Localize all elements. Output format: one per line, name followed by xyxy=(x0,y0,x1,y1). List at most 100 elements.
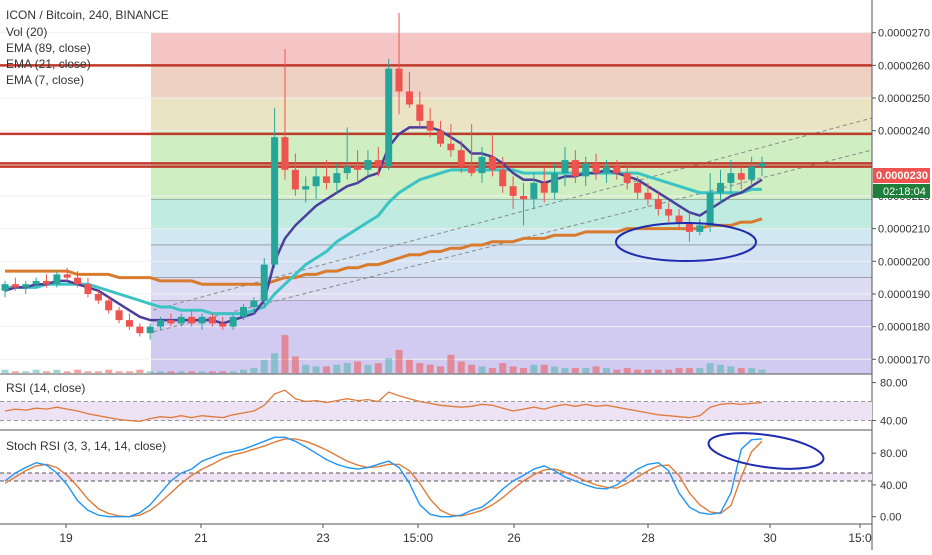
candle-body xyxy=(395,68,403,92)
candle-body xyxy=(551,173,559,193)
indicator-label-ema89: EMA (89, close) xyxy=(6,41,91,55)
horizontal-levels xyxy=(0,64,872,168)
volume-bar xyxy=(188,371,196,373)
volume-bar xyxy=(717,364,725,373)
legend: ICON / Bitcoin, 240, BINANCE Vol (20) EM… xyxy=(6,8,169,453)
volume-bar xyxy=(644,369,652,373)
volume-bar xyxy=(509,366,517,373)
stoch-tick-label: 0.00 xyxy=(880,512,901,524)
volume-bar xyxy=(457,361,465,373)
fib-zone xyxy=(151,228,872,245)
volume-bar xyxy=(302,364,310,373)
volume-bar xyxy=(447,354,455,373)
candle-body xyxy=(623,173,631,183)
candle-body xyxy=(219,323,227,327)
rsi-band xyxy=(0,401,872,421)
candle-body xyxy=(281,137,289,170)
candle-body xyxy=(32,280,40,285)
candle-body xyxy=(602,166,610,174)
volume-bar xyxy=(115,371,123,373)
volume-bar xyxy=(551,366,559,373)
volume-bar xyxy=(157,371,165,373)
trend-lines xyxy=(152,117,873,333)
volume-bar xyxy=(333,364,341,373)
current-price-bg xyxy=(873,168,930,183)
volume-bar xyxy=(343,363,351,373)
candle-body xyxy=(675,215,683,223)
volume-bar xyxy=(685,368,693,373)
volume-bar xyxy=(291,356,299,373)
fib-zone xyxy=(151,65,872,98)
volume-bar xyxy=(437,366,445,373)
volume-bar xyxy=(696,368,704,373)
candle-body xyxy=(519,195,527,200)
volume-bar xyxy=(94,371,102,373)
volume-bar xyxy=(582,368,590,373)
candle-body xyxy=(260,264,268,301)
candle-body xyxy=(499,169,507,187)
volume-bar xyxy=(530,364,538,373)
fib-zone xyxy=(151,97,872,131)
indicator-label-vol: Vol (20) xyxy=(6,25,47,39)
volume-bar xyxy=(737,368,745,373)
time-tick-label: 26 xyxy=(507,531,521,545)
price-tick-label: 0.0000180 xyxy=(878,322,930,334)
countdown-bg xyxy=(873,184,930,198)
candle-body xyxy=(22,284,30,288)
volume-bar xyxy=(260,359,268,373)
volume-bar xyxy=(426,364,434,373)
price-tick-label: 0.0000210 xyxy=(878,224,930,236)
volume-bar xyxy=(322,366,330,373)
candle-body xyxy=(208,316,216,324)
volume-bar xyxy=(364,364,372,373)
candle-body xyxy=(53,274,61,285)
volume-bar xyxy=(105,369,113,373)
candle-body xyxy=(11,284,19,288)
volume-bar xyxy=(519,368,527,373)
volume-bar xyxy=(354,361,362,373)
candle-body xyxy=(125,320,133,327)
candle-body xyxy=(478,156,486,174)
volume-bar xyxy=(706,363,714,373)
volume-bar xyxy=(405,359,413,373)
candle-body xyxy=(737,173,745,180)
volume-bar xyxy=(634,369,642,373)
candle-body xyxy=(333,173,341,183)
candle-body xyxy=(582,163,590,177)
volume-bar xyxy=(374,363,382,373)
ema-21-line xyxy=(5,168,762,316)
time-tick-label: 23 xyxy=(316,531,330,545)
candle-body xyxy=(405,91,413,105)
candle-body xyxy=(727,173,735,183)
stoch-tick-label: 40.00 xyxy=(880,480,908,492)
current-price-label: 0.0000230 xyxy=(876,170,928,182)
volume-bars xyxy=(1,335,766,373)
volume-bar xyxy=(198,371,206,373)
candle-body xyxy=(644,192,652,200)
volume-bar xyxy=(665,369,673,373)
price-tick-label: 0.0000200 xyxy=(878,256,930,268)
candle-body xyxy=(157,320,165,327)
volume-bar xyxy=(229,371,237,373)
volume-bar xyxy=(281,335,289,373)
stoch-label: Stoch RSI (3, 3, 14, 14, close) xyxy=(6,439,166,453)
candle-body xyxy=(696,225,704,232)
volume-bar xyxy=(602,368,610,373)
candle-body xyxy=(343,166,351,174)
volume-bar xyxy=(250,368,258,373)
time-tick-label: 15:00 xyxy=(403,531,433,545)
volume-bar xyxy=(499,363,507,373)
candle-body xyxy=(177,316,185,324)
volume-bar xyxy=(727,366,735,373)
volume-bar xyxy=(63,371,71,373)
candle-body xyxy=(717,182,725,193)
fib-zone xyxy=(151,32,872,66)
annotation-ellipse-stoch xyxy=(707,432,825,470)
candle-body xyxy=(540,182,548,193)
stoch-axis: 80.00 40.00 0.00 xyxy=(872,448,908,524)
volume-bar xyxy=(540,364,548,373)
candles xyxy=(1,13,766,340)
candle-body xyxy=(354,166,362,170)
ema-7-line xyxy=(4,126,763,325)
